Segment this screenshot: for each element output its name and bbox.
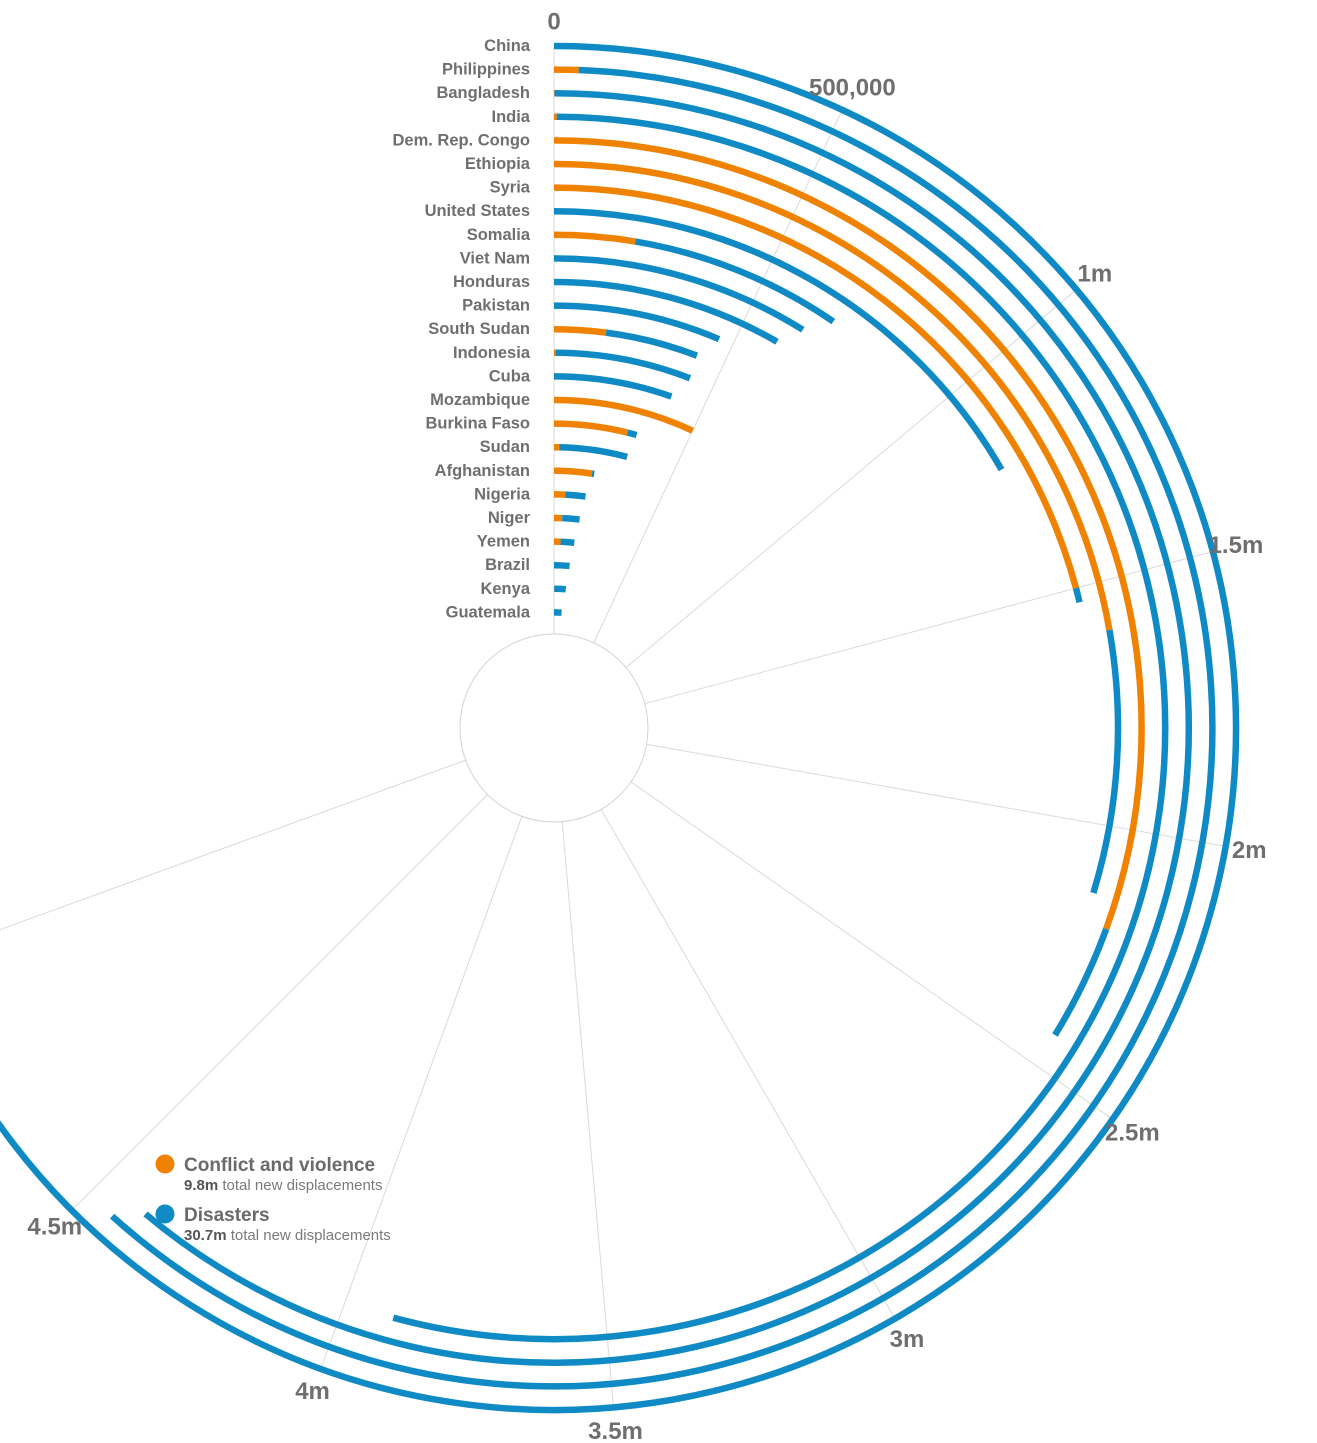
bar-conflict <box>553 325 607 336</box>
legend-subtitle: 9.8m total new displacements <box>184 1177 382 1194</box>
country-label: Yemen <box>477 533 530 551</box>
tick-label: 1m <box>1077 261 1112 288</box>
bar-disasters <box>392 113 1169 1343</box>
tick-label: 500,000 <box>809 75 896 102</box>
bar-disasters <box>1052 927 1110 1037</box>
bar-conflict <box>553 467 593 477</box>
bar-disasters <box>553 255 805 333</box>
grid-line <box>320 816 523 1370</box>
country-label: Mozambique <box>430 391 530 409</box>
country-label: Kenya <box>480 580 530 598</box>
legend-total: 9.8m <box>184 1177 218 1194</box>
country-label: Nigeria <box>474 485 531 503</box>
tick-label: 1.5m <box>1209 532 1264 559</box>
tick-label: 2m <box>1232 837 1267 864</box>
legend-title: Disasters <box>184 1205 270 1226</box>
country-label: Bangladesh <box>436 84 530 102</box>
country-labels: China Philippines Bangladesh India Dem. Rep.… <box>392 37 530 621</box>
bar-disasters <box>559 444 628 461</box>
country-label: Dem. Rep. Congo <box>392 131 530 149</box>
country-label: South Sudan <box>428 320 530 338</box>
tick-label: 0 <box>547 9 560 36</box>
bar-disasters <box>553 373 673 400</box>
grid-line <box>646 743 1226 847</box>
bar-disasters <box>553 207 1005 472</box>
bar-disasters <box>1072 587 1083 604</box>
bar-disasters <box>562 514 580 523</box>
country-label: Syria <box>490 179 531 197</box>
bar-conflict <box>553 137 1145 931</box>
country-label: China <box>484 37 531 55</box>
tick-label: 3m <box>890 1326 925 1353</box>
bar-disasters <box>109 66 1216 1390</box>
country-label: India <box>491 108 530 126</box>
bar-disasters <box>565 491 586 500</box>
country-label: Burkina Faso <box>425 415 530 433</box>
grid-line <box>630 781 1113 1120</box>
grid-line <box>0 759 466 931</box>
country-label: Niger <box>488 509 531 527</box>
tick-label: 4m <box>295 1378 330 1405</box>
country-label: Sudan <box>480 438 530 456</box>
bar-conflict <box>553 420 629 436</box>
inner-circle <box>459 633 649 823</box>
country-label: Indonesia <box>453 344 531 362</box>
bar-disasters <box>634 238 836 325</box>
grid-line <box>561 821 614 1408</box>
tick-label: 4.5m <box>27 1214 82 1241</box>
bar-conflict <box>553 160 1113 631</box>
bar-disasters <box>626 429 638 439</box>
tick-label: 3.5m <box>588 1418 643 1443</box>
country-label: Somalia <box>467 226 531 244</box>
legend-total-text: total new displacements <box>227 1227 391 1244</box>
country-label: Afghanistan <box>435 462 530 480</box>
bar-disasters <box>553 302 721 343</box>
grid-line <box>600 809 896 1319</box>
grid-line <box>593 109 843 644</box>
bar-disasters <box>560 538 575 546</box>
legend-total-text: total new displacements <box>218 1177 382 1194</box>
bar-disasters <box>143 89 1193 1367</box>
bars <box>0 42 1240 1414</box>
grid-line <box>625 289 1077 668</box>
country-label: United States <box>425 202 530 220</box>
tick-label: 2.5m <box>1105 1119 1160 1146</box>
bar-disasters <box>0 42 1240 1414</box>
grid-lines <box>0 46 1226 1408</box>
bar-disasters <box>553 561 570 570</box>
legend-title: Conflict and violence <box>184 1155 375 1176</box>
bar-disasters <box>605 329 699 359</box>
country-label: Pakistan <box>462 297 530 315</box>
bar-conflict <box>553 231 636 245</box>
country-label: Ethiopia <box>465 155 531 173</box>
country-label: Honduras <box>453 273 530 291</box>
bar-disasters <box>555 349 692 382</box>
grid-line <box>71 794 488 1211</box>
legend-subtitle: 30.7m total new displacements <box>184 1227 391 1244</box>
legend-swatch <box>155 1204 175 1224</box>
bar-disasters <box>553 278 779 345</box>
grid-line <box>644 551 1213 705</box>
country-label: Cuba <box>489 367 531 385</box>
legend-swatch <box>155 1154 175 1174</box>
bar-conflict <box>553 184 1080 589</box>
country-label: Guatemala <box>446 603 531 621</box>
legend-total: 30.7m <box>184 1227 227 1244</box>
country-label: Philippines <box>442 61 530 79</box>
country-label: Viet Nam <box>460 249 530 267</box>
bar-conflict <box>553 396 694 434</box>
country-label: Brazil <box>485 556 530 574</box>
bar-disasters <box>1090 629 1122 894</box>
bar-disasters <box>554 585 567 593</box>
